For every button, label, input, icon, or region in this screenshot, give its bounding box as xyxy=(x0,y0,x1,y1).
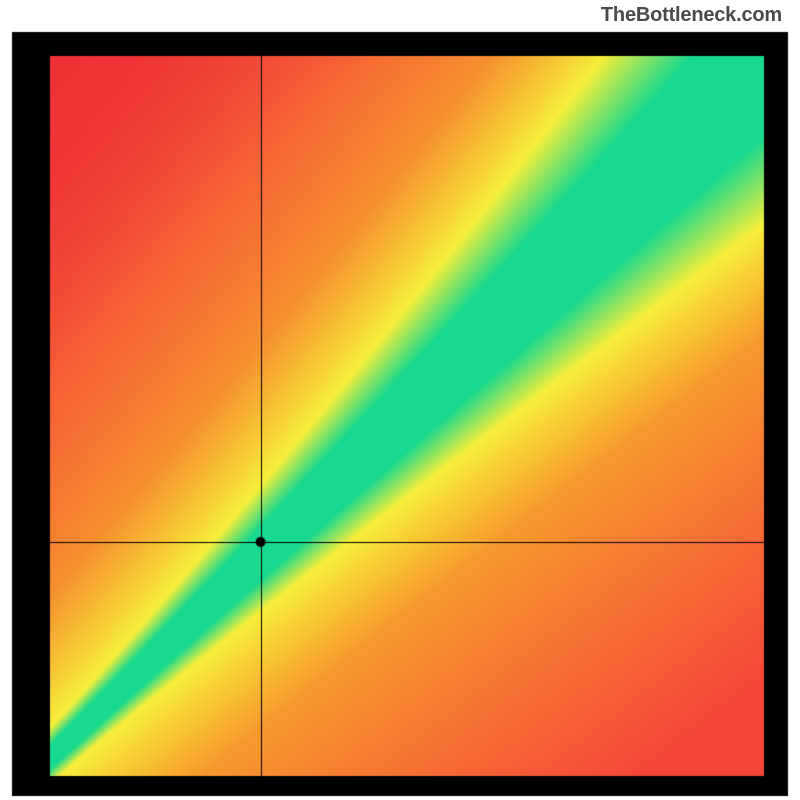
heatmap-canvas xyxy=(0,0,800,800)
watermark-text: TheBottleneck.com xyxy=(601,4,782,27)
chart-container: TheBottleneck.com xyxy=(0,0,800,800)
